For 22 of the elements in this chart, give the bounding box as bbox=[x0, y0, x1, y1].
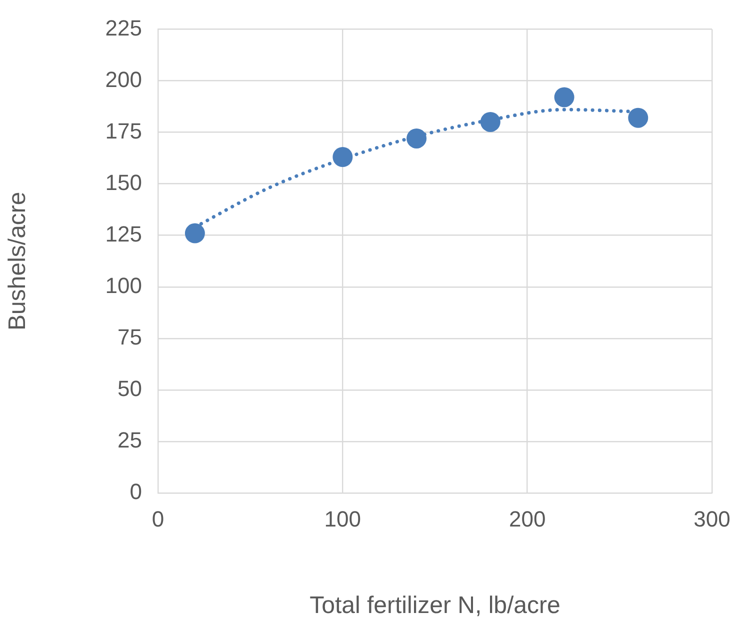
x-axis-title: Total fertilizer N, lb/acre bbox=[310, 592, 560, 620]
point bbox=[184, 223, 205, 244]
point bbox=[554, 87, 574, 108]
y-tick-label: 25 bbox=[118, 428, 142, 453]
point bbox=[406, 128, 427, 148]
y-tick-label: 225 bbox=[105, 15, 142, 40]
y-tick-label: 100 bbox=[105, 272, 142, 298]
x-tick-label: 0 bbox=[152, 506, 164, 532]
y-tick-label: 150 bbox=[105, 170, 142, 195]
x-tick-label: 200 bbox=[508, 506, 546, 532]
y-tick-label: 50 bbox=[118, 376, 142, 401]
y-tick-label: 0 bbox=[130, 479, 142, 504]
y-axis-title: Bushels/acre bbox=[4, 192, 32, 330]
x-tick-label: 300 bbox=[694, 506, 730, 532]
y-tick-label: 200 bbox=[105, 66, 142, 92]
x-tick-label: 100 bbox=[324, 506, 362, 532]
point bbox=[628, 108, 648, 128]
y-tick-label: 125 bbox=[105, 221, 142, 246]
point bbox=[480, 112, 500, 132]
y-tick-label: 75 bbox=[118, 324, 142, 350]
y-tick-label: 175 bbox=[105, 118, 142, 144]
point bbox=[332, 147, 353, 168]
